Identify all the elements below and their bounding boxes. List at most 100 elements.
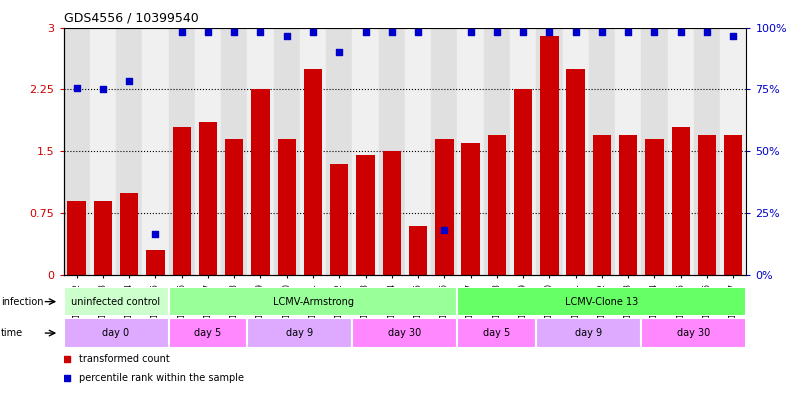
Point: [464, 28, 477, 35]
Bar: [615, 28, 642, 275]
Bar: [642, 318, 746, 348]
Bar: [198, 122, 218, 275]
Point: [123, 78, 136, 84]
Bar: [457, 28, 484, 275]
Bar: [510, 28, 536, 275]
Bar: [300, 28, 326, 275]
Bar: [353, 28, 379, 275]
Bar: [248, 318, 353, 348]
Bar: [383, 151, 401, 275]
Text: uninfected control: uninfected control: [71, 297, 160, 307]
Point: [412, 28, 425, 35]
Point: [175, 28, 188, 35]
Bar: [168, 318, 248, 348]
Point: [569, 28, 582, 35]
Bar: [536, 28, 562, 275]
Bar: [64, 287, 168, 316]
Bar: [672, 127, 690, 275]
Bar: [248, 28, 274, 275]
Bar: [646, 139, 664, 275]
Bar: [461, 143, 480, 275]
Text: time: time: [1, 328, 23, 338]
Point: [622, 28, 634, 35]
Text: LCMV-Clone 13: LCMV-Clone 13: [565, 297, 638, 307]
Bar: [619, 135, 638, 275]
Bar: [252, 89, 270, 275]
Bar: [304, 69, 322, 275]
Bar: [488, 135, 506, 275]
Bar: [142, 28, 168, 275]
Bar: [562, 28, 589, 275]
Point: [674, 28, 687, 35]
Bar: [379, 28, 405, 275]
Text: day 5: day 5: [484, 328, 511, 338]
Text: day 5: day 5: [195, 328, 222, 338]
Bar: [64, 28, 90, 275]
Point: [517, 28, 530, 35]
Text: LCMV-Armstrong: LCMV-Armstrong: [272, 297, 353, 307]
Point: [727, 33, 739, 39]
Point: [648, 28, 661, 35]
Bar: [435, 139, 453, 275]
Bar: [64, 318, 168, 348]
Point: [202, 28, 214, 35]
Bar: [431, 28, 457, 275]
Bar: [694, 28, 720, 275]
Text: day 30: day 30: [388, 328, 422, 338]
Bar: [457, 287, 746, 316]
Point: [700, 28, 713, 35]
Bar: [195, 28, 221, 275]
Text: GDS4556 / 10399540: GDS4556 / 10399540: [64, 12, 198, 25]
Bar: [540, 36, 559, 275]
Text: day 9: day 9: [287, 328, 314, 338]
Bar: [668, 28, 694, 275]
Point: [97, 86, 110, 92]
Bar: [724, 135, 742, 275]
Point: [254, 28, 267, 35]
Text: day 0: day 0: [102, 328, 129, 338]
Point: [149, 231, 162, 237]
Point: [71, 84, 83, 91]
Point: [543, 28, 556, 35]
Bar: [120, 193, 138, 275]
Bar: [168, 28, 195, 275]
Bar: [720, 28, 746, 275]
Bar: [514, 89, 532, 275]
Bar: [484, 28, 510, 275]
Text: day 9: day 9: [575, 328, 603, 338]
Bar: [536, 318, 642, 348]
Point: [491, 28, 503, 35]
Bar: [593, 135, 611, 275]
Bar: [278, 139, 296, 275]
Bar: [172, 127, 191, 275]
Bar: [225, 139, 244, 275]
Bar: [353, 318, 457, 348]
Point: [280, 33, 293, 39]
Bar: [409, 226, 427, 275]
Bar: [330, 163, 349, 275]
Point: [228, 28, 241, 35]
Point: [359, 28, 372, 35]
Bar: [94, 201, 112, 275]
Bar: [146, 250, 164, 275]
Bar: [698, 135, 716, 275]
Bar: [405, 28, 431, 275]
Point: [385, 28, 398, 35]
Text: infection: infection: [1, 297, 44, 307]
Bar: [90, 28, 116, 275]
Bar: [221, 28, 248, 275]
Text: transformed count: transformed count: [79, 354, 170, 364]
Bar: [642, 28, 668, 275]
Bar: [274, 28, 300, 275]
Point: [333, 49, 345, 55]
Text: percentile rank within the sample: percentile rank within the sample: [79, 373, 245, 383]
Bar: [457, 318, 536, 348]
Point: [438, 226, 451, 233]
Bar: [589, 28, 615, 275]
Point: [596, 28, 608, 35]
Bar: [67, 201, 86, 275]
Point: [61, 375, 74, 381]
Point: [306, 28, 319, 35]
Bar: [326, 28, 353, 275]
Bar: [357, 155, 375, 275]
